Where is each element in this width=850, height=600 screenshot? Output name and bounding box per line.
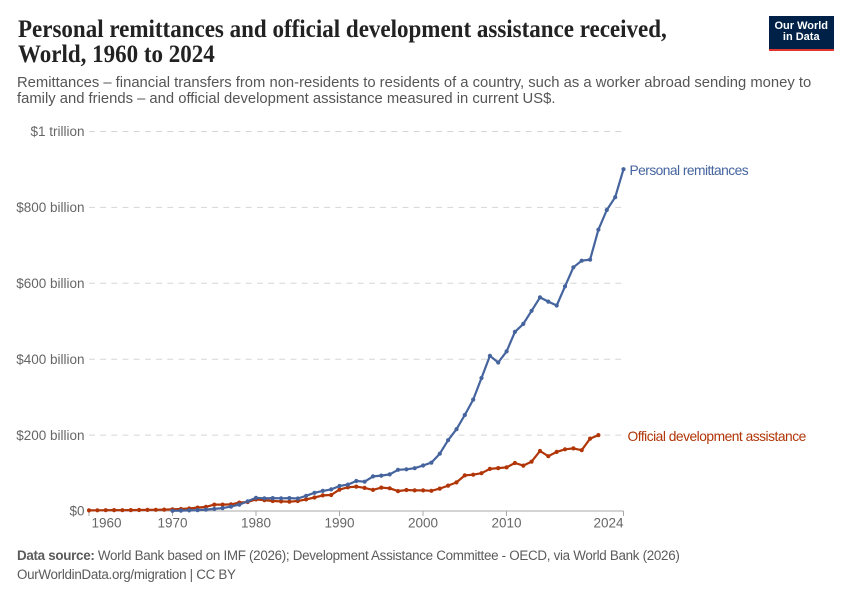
svg-text:$1 trillion: $1 trillion: [30, 124, 84, 139]
svg-text:1990: 1990: [324, 516, 354, 531]
svg-text:1970: 1970: [157, 516, 187, 531]
svg-text:$800 billion: $800 billion: [16, 200, 84, 215]
svg-text:2000: 2000: [408, 516, 438, 531]
svg-text:1980: 1980: [241, 516, 271, 531]
svg-text:$600 billion: $600 billion: [16, 276, 84, 291]
svg-text:$200 billion: $200 billion: [16, 428, 84, 443]
svg-text:2024: 2024: [593, 516, 624, 531]
svg-text:$400 billion: $400 billion: [16, 352, 84, 367]
svg-text:1960: 1960: [92, 516, 122, 531]
svg-text:$0: $0: [69, 504, 84, 519]
svg-text:2010: 2010: [491, 516, 521, 531]
svg-text:Personal remittances: Personal remittances: [630, 163, 749, 178]
svg-text:Official development assistanc: Official development assistance: [628, 429, 807, 444]
